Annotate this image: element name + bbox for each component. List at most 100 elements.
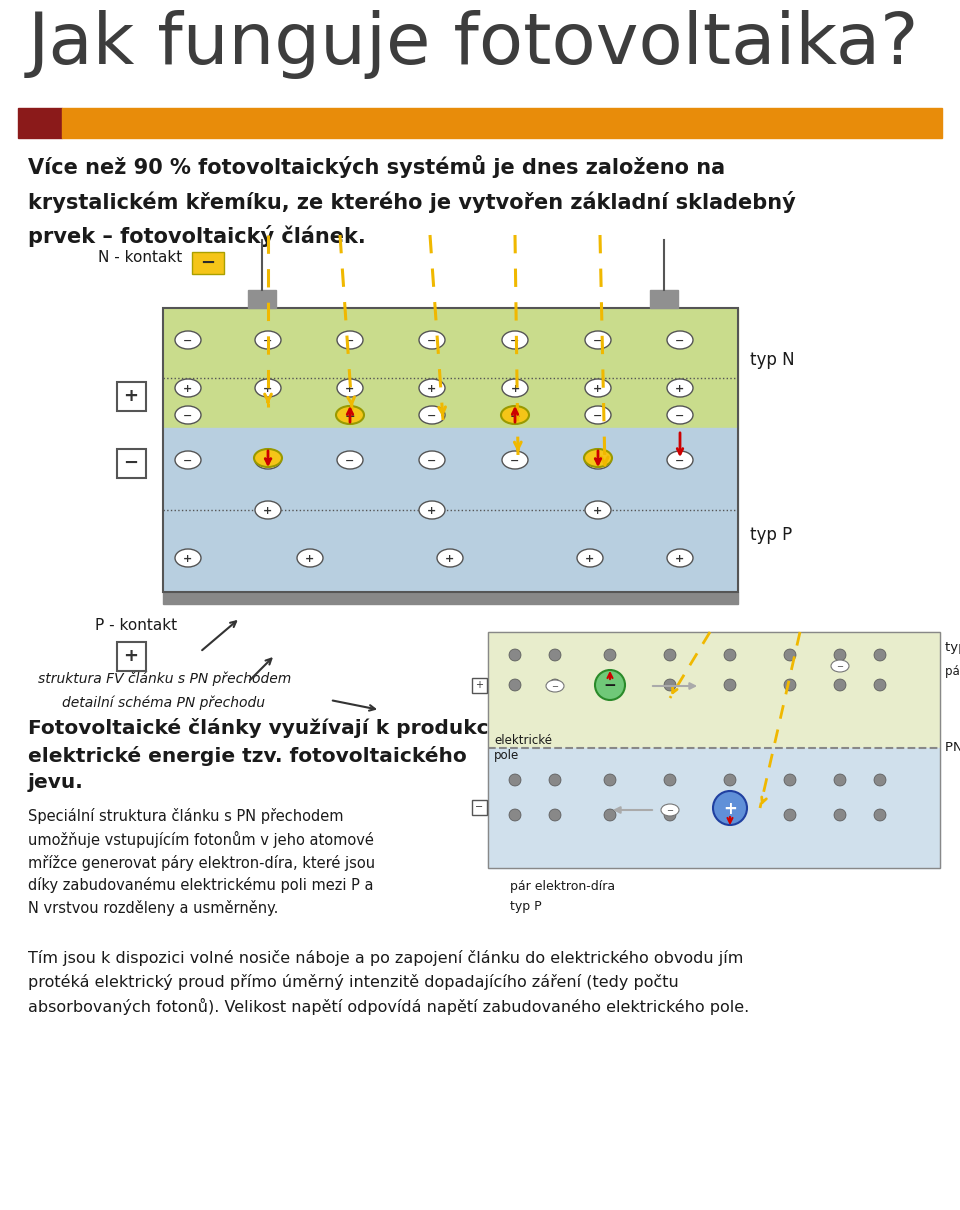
- Bar: [248, 290, 276, 309]
- Text: +: +: [124, 647, 138, 666]
- Ellipse shape: [546, 680, 564, 692]
- FancyBboxPatch shape: [116, 449, 146, 478]
- Ellipse shape: [784, 809, 796, 822]
- Text: +: +: [723, 800, 737, 818]
- Text: −: −: [263, 456, 273, 466]
- Text: +: +: [346, 384, 354, 394]
- Text: N - kontakt: N - kontakt: [98, 250, 182, 265]
- Ellipse shape: [604, 679, 616, 691]
- Text: +: +: [475, 680, 483, 690]
- Text: P - kontakt: P - kontakt: [95, 618, 178, 633]
- Text: −: −: [183, 336, 193, 346]
- Text: typ P: typ P: [750, 526, 792, 544]
- Ellipse shape: [175, 332, 201, 348]
- Ellipse shape: [337, 379, 363, 397]
- Ellipse shape: [664, 679, 676, 691]
- Ellipse shape: [437, 549, 463, 567]
- Ellipse shape: [874, 774, 886, 786]
- Ellipse shape: [834, 679, 846, 691]
- Text: −: −: [511, 336, 519, 346]
- Ellipse shape: [604, 774, 616, 786]
- Ellipse shape: [667, 451, 693, 469]
- Text: −: −: [183, 411, 193, 421]
- Text: −: −: [675, 411, 684, 421]
- Text: typ N: typ N: [945, 641, 960, 655]
- Text: −: −: [593, 336, 603, 346]
- Text: −: −: [511, 456, 519, 466]
- Ellipse shape: [175, 451, 201, 469]
- Ellipse shape: [585, 407, 611, 423]
- Text: +: +: [345, 409, 355, 422]
- Ellipse shape: [834, 649, 846, 661]
- Text: −: −: [427, 411, 437, 421]
- Ellipse shape: [664, 649, 676, 661]
- FancyBboxPatch shape: [116, 381, 146, 410]
- Text: −: −: [183, 456, 193, 466]
- Text: −: −: [263, 453, 274, 466]
- FancyBboxPatch shape: [471, 678, 487, 692]
- Ellipse shape: [255, 332, 281, 348]
- Text: +: +: [183, 554, 193, 564]
- Bar: [62, 108, 942, 138]
- Ellipse shape: [724, 679, 736, 691]
- Text: −: −: [346, 336, 354, 346]
- Ellipse shape: [336, 407, 364, 423]
- Text: −: −: [427, 336, 437, 346]
- Ellipse shape: [255, 501, 281, 519]
- Text: Tím jsou k dispozici volné nosiče náboje a po zapojení článku do elektrického ob: Tím jsou k dispozici volné nosiče náboje…: [28, 950, 749, 1015]
- Ellipse shape: [595, 670, 625, 701]
- Ellipse shape: [509, 679, 521, 691]
- Ellipse shape: [254, 449, 282, 467]
- Ellipse shape: [664, 774, 676, 786]
- Ellipse shape: [724, 774, 736, 786]
- Ellipse shape: [255, 379, 281, 397]
- Text: −: −: [124, 454, 138, 472]
- Ellipse shape: [419, 332, 445, 348]
- Ellipse shape: [874, 809, 886, 822]
- Ellipse shape: [585, 332, 611, 348]
- Bar: [163, 428, 738, 592]
- Bar: [163, 592, 738, 604]
- Ellipse shape: [604, 809, 616, 822]
- Ellipse shape: [585, 501, 611, 519]
- FancyBboxPatch shape: [471, 800, 487, 814]
- Ellipse shape: [175, 407, 201, 423]
- Ellipse shape: [419, 451, 445, 469]
- Text: −: −: [593, 456, 603, 466]
- Text: Speciální struktura článku s PN přechodem
umožňuje vstupujícím fotonům v jeho at: Speciální struktura článku s PN přechode…: [28, 808, 375, 916]
- Text: +: +: [263, 506, 273, 515]
- Ellipse shape: [784, 774, 796, 786]
- Text: struktura FV článku s PN přechodem: struktura FV článku s PN přechodem: [38, 672, 291, 686]
- Ellipse shape: [584, 449, 612, 467]
- Bar: [488, 632, 940, 868]
- Ellipse shape: [667, 407, 693, 423]
- Text: −: −: [475, 802, 483, 812]
- Ellipse shape: [577, 549, 603, 567]
- Ellipse shape: [874, 649, 886, 661]
- Text: −: −: [836, 663, 844, 672]
- Bar: [488, 632, 940, 748]
- Ellipse shape: [337, 451, 363, 469]
- Ellipse shape: [509, 774, 521, 786]
- Ellipse shape: [297, 549, 323, 567]
- Ellipse shape: [661, 803, 679, 816]
- Text: pár elektron-díra: pár elektron-díra: [510, 880, 615, 893]
- Text: +: +: [676, 554, 684, 564]
- Ellipse shape: [549, 649, 561, 661]
- Ellipse shape: [874, 679, 886, 691]
- Ellipse shape: [724, 649, 736, 661]
- Ellipse shape: [713, 791, 747, 825]
- Text: −: −: [346, 456, 354, 466]
- Text: +: +: [445, 554, 455, 564]
- Text: typ N: typ N: [750, 351, 795, 369]
- Text: Jak funguje fotovoltaika?: Jak funguje fotovoltaika?: [28, 10, 920, 79]
- Text: +: +: [305, 554, 315, 564]
- Text: −: −: [263, 336, 273, 346]
- Ellipse shape: [175, 549, 201, 567]
- Text: +: +: [427, 384, 437, 394]
- Ellipse shape: [175, 379, 201, 397]
- Text: −: −: [593, 411, 603, 421]
- Text: −: −: [427, 456, 437, 466]
- Text: +: +: [593, 384, 603, 394]
- Ellipse shape: [664, 809, 676, 822]
